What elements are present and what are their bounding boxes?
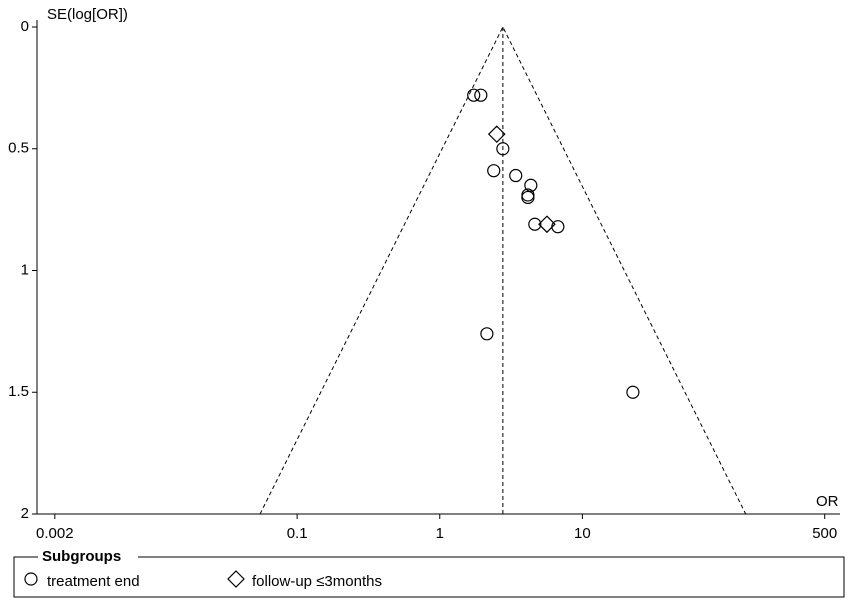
point (467, 88, 481, 102)
x-tick-label: 10 (574, 525, 591, 542)
x-tick-label: 0.1 (287, 525, 308, 542)
point (496, 142, 510, 156)
legend-label: follow-up ≤3months (252, 573, 382, 590)
y-tick-label: 1.5 (8, 383, 29, 400)
legend-title: Subgroups (42, 548, 121, 565)
legend-box (13, 556, 845, 598)
funnel-limits (259, 25, 747, 515)
point (626, 385, 640, 399)
point (509, 168, 523, 183)
y-tick-label: 2 (21, 505, 29, 522)
point (524, 178, 538, 192)
y-tick-label: 0.5 (8, 140, 29, 157)
x-tick-label: 500 (812, 525, 837, 542)
legend-label: treatment end (47, 573, 140, 590)
point (521, 190, 535, 205)
point (480, 327, 494, 341)
point (487, 125, 506, 143)
point (528, 217, 542, 231)
y-axis-label: SE(log[OR]) (47, 6, 128, 23)
point (487, 164, 501, 178)
legend-marker (24, 572, 38, 586)
legend-marker (227, 570, 245, 588)
x-tick-label: 0.002 (36, 525, 74, 542)
point (474, 88, 488, 102)
y-tick-label: 1 (21, 261, 29, 278)
legend-title-bg (38, 550, 138, 564)
x-tick-label: 1 (436, 525, 444, 542)
y-tick-label: 0 (21, 18, 29, 35)
x-axis-label: OR (816, 493, 839, 510)
point (538, 215, 556, 234)
